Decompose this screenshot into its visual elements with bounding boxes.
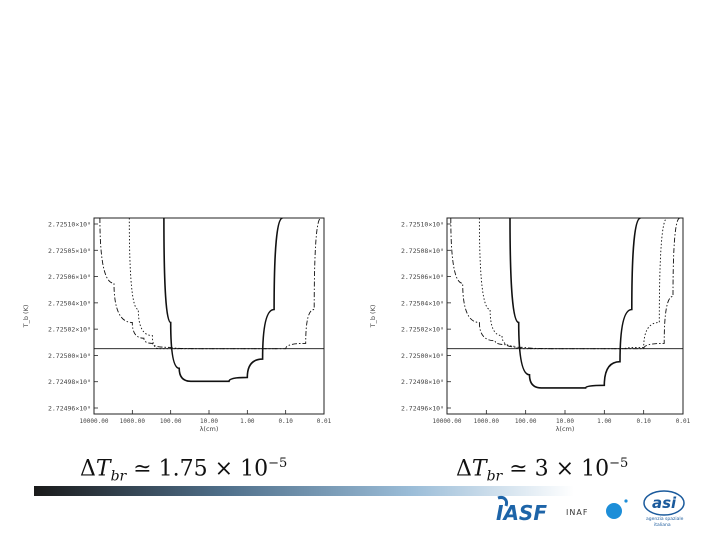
formula-left-subscript: br bbox=[110, 468, 127, 485]
x-tick-label: 100.00 bbox=[515, 418, 537, 425]
y-tick-label: 2.72504×10⁰ bbox=[48, 299, 91, 307]
iasf-swoosh-icon bbox=[497, 496, 508, 507]
series-line-solid bbox=[163, 218, 283, 383]
y-tick-label: 2.72504×10⁰ bbox=[401, 299, 444, 307]
x-axis-label: λ(cm) bbox=[200, 425, 219, 433]
y-tick-label: 2.72498×10⁰ bbox=[48, 378, 91, 386]
iasf-logo: IASF bbox=[496, 496, 547, 524]
asi-subtitle-1: agenzia spaziale bbox=[646, 516, 684, 522]
y-tick-label: 2.72505×10⁰ bbox=[48, 247, 91, 255]
series-line-dashdot bbox=[99, 218, 322, 350]
y-tick-label: 2.72508×10⁰ bbox=[401, 247, 444, 255]
y-tick-label: 2.72510×10⁰ bbox=[48, 221, 91, 229]
y-tick-label: 2.72510×10⁰ bbox=[401, 221, 444, 229]
asi-subtitle-2: italiana bbox=[654, 522, 671, 528]
formula-right-exponent: −5 bbox=[609, 456, 629, 471]
asi-logo-text: asi bbox=[652, 494, 677, 512]
formula-left-symbol: T bbox=[95, 456, 111, 482]
x-tick-label: 1.00 bbox=[597, 418, 612, 425]
formula-left-exponent: −5 bbox=[268, 456, 288, 471]
x-axis-label: λ(cm) bbox=[556, 425, 575, 433]
formula-left-value: ≃ 1.75 × 10 bbox=[133, 456, 269, 482]
iasf-logo-text: IASF bbox=[496, 501, 547, 524]
x-tick-label: 0.01 bbox=[317, 418, 332, 425]
series-line-dotted bbox=[478, 218, 668, 350]
y-axis-label: T_b (K) bbox=[22, 305, 30, 329]
plot-frame bbox=[93, 217, 325, 415]
y-tick-label: 2.72502×10⁰ bbox=[401, 326, 444, 334]
x-tick-label: 1000.00 bbox=[120, 418, 146, 425]
series-group bbox=[450, 218, 681, 389]
y-tick-label: 2.72498×10⁰ bbox=[401, 378, 444, 386]
y-tick-label: 2.72502×10⁰ bbox=[48, 326, 91, 334]
inaf-star-icon bbox=[606, 499, 628, 519]
right-spectrum-plot: 2.72510×10⁰ 2.72508×10⁰ 2.72506×10⁰ 2.72504… bbox=[369, 217, 691, 433]
x-tick-label: 100.00 bbox=[160, 418, 182, 425]
y-tick-label: 2.72506×10⁰ bbox=[48, 273, 91, 281]
y-tick-label: 2.72506×10⁰ bbox=[401, 273, 444, 281]
x-tick-label: 1000.00 bbox=[474, 418, 500, 425]
y-tick-label: 2.72500×10⁰ bbox=[401, 352, 444, 360]
x-tick-label: 0.01 bbox=[676, 418, 691, 425]
y-tick-label: 2.72496×10⁰ bbox=[48, 405, 91, 413]
series-line-dashdot bbox=[450, 218, 681, 350]
y-tick-label: 2.72496×10⁰ bbox=[401, 405, 444, 413]
formula-right-value: ≃ 3 × 10 bbox=[509, 456, 610, 482]
formula-right: ΔTbr ≃ 3 × 10−5 bbox=[456, 456, 629, 485]
formula-left: ΔTbr ≃ 1.75 × 10−5 bbox=[80, 456, 288, 485]
y-tick-label: 2.72500×10⁰ bbox=[48, 352, 91, 360]
formula-right-symbol: T bbox=[471, 456, 487, 482]
inaf-logo-text: INAF bbox=[566, 508, 589, 517]
x-tick-label: 10000.00 bbox=[433, 418, 462, 425]
x-tick-label: 10.00 bbox=[556, 418, 574, 425]
footer-gradient-bar bbox=[34, 486, 574, 496]
x-tick-label: 1.00 bbox=[240, 418, 255, 425]
x-tick-label: 0.10 bbox=[278, 418, 293, 425]
x-tick-label: 10.00 bbox=[200, 418, 218, 425]
formula-right-subscript: br bbox=[486, 468, 503, 485]
series-line-solid bbox=[509, 218, 641, 389]
x-tick-label: 0.10 bbox=[636, 418, 651, 425]
x-tick-label: 10000.00 bbox=[80, 418, 109, 425]
asi-logo: asi agenzia spaziale italiana bbox=[643, 490, 685, 528]
left-spectrum-plot: 2.72510×10⁰ 2.72505×10⁰ 2.72506×10⁰ 2.72504… bbox=[22, 217, 332, 433]
series-line-dotted bbox=[128, 218, 279, 350]
y-axis-label: T_b (K) bbox=[369, 305, 377, 329]
plot-frame bbox=[446, 217, 684, 415]
asi-orbit-icon bbox=[643, 490, 685, 516]
series-group bbox=[99, 218, 322, 383]
